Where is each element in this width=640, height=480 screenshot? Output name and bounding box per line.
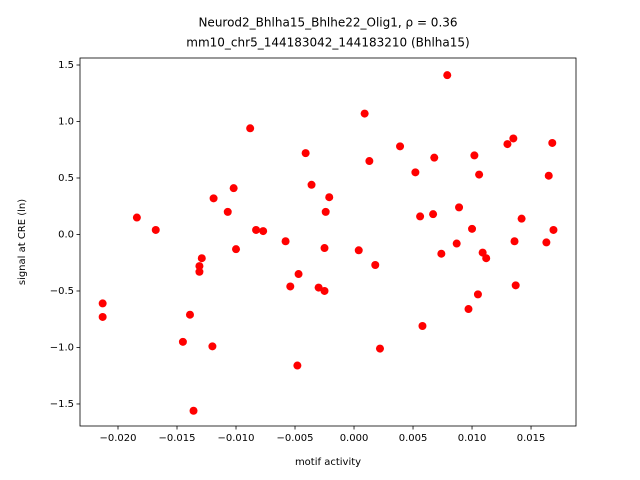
point [464,305,473,314]
point [354,246,363,255]
point [542,238,551,247]
point [475,170,484,179]
point [411,168,420,177]
point [223,207,232,216]
y-tick-label: 1.0 [58,116,74,127]
point [286,282,295,291]
x-axis-label: motif activity [295,457,361,468]
point [548,138,557,147]
chart-subtitle: mm10_chr5_144183042_144183210 (Bhlha15) [186,36,469,50]
point [371,260,380,269]
point [511,281,520,290]
point [252,225,261,234]
point [503,140,512,149]
point [151,225,160,234]
point [455,203,464,212]
x-tick-label: −0.010 [218,433,255,444]
point [470,151,479,160]
x-tick-label: −0.015 [158,433,195,444]
point [452,239,461,248]
point [320,244,329,253]
point [482,254,491,263]
point [98,299,107,308]
point [178,337,187,346]
chart-title: Neurod2_Bhlha15_Bhlhe22_Olig1, ρ = 0.36 [198,16,457,30]
point [320,286,329,295]
point [509,134,518,143]
point [232,245,241,254]
point [325,193,334,202]
point [281,237,290,246]
y-tick-label: −1.0 [50,342,74,353]
x-tick-label: 0.010 [458,433,487,444]
y-tick-label: −0.5 [50,286,74,297]
y-axis-label: signal at CRE (ln) [17,199,28,285]
point [293,361,302,370]
point [98,312,107,321]
point [301,149,310,158]
point [229,184,238,193]
x-tick-label: 0.015 [517,433,546,444]
point [209,194,218,203]
point [246,124,255,133]
point [307,180,316,189]
point [195,267,204,276]
point [510,237,519,246]
point [314,283,323,292]
point [185,310,194,319]
point [430,153,439,162]
point [437,249,446,258]
point [517,214,526,223]
point [429,210,438,219]
y-tick-label: 1.5 [58,60,74,71]
point [189,406,198,415]
x-tick-label: −0.005 [277,433,314,444]
point [473,290,482,299]
x-tick-label: 0.000 [340,433,369,444]
point [468,224,477,233]
plot-frame [79,57,577,427]
x-tick-label: −0.020 [99,433,136,444]
x-tick-label: 0.005 [399,433,428,444]
point [365,157,374,166]
point [259,227,268,236]
point [443,71,452,80]
point [360,109,369,118]
point [418,322,427,331]
point [195,262,204,271]
point [396,142,405,151]
point [321,207,330,216]
point [375,344,384,353]
point [294,270,303,279]
point [208,342,217,351]
point [544,171,553,180]
y-tick-label: −1.5 [50,399,74,410]
y-tick-label: 0.0 [58,229,74,240]
y-tick-label: 0.5 [58,173,74,184]
point [549,225,558,234]
point [197,254,206,263]
point [132,213,141,222]
point [416,212,425,221]
